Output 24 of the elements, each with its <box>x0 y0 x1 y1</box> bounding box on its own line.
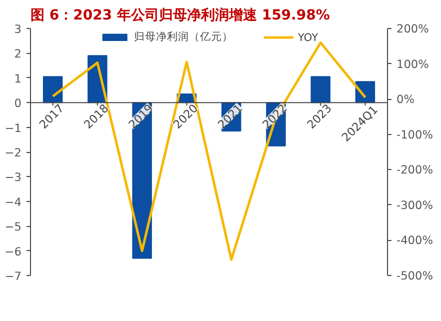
y2-tick-label: 0% <box>396 92 415 106</box>
y2-tick-label: -300% <box>396 198 434 212</box>
y-tick-label: 0 <box>14 96 22 110</box>
y-tick-label: −4 <box>4 194 22 209</box>
y2-tick-label: -200% <box>396 162 434 177</box>
y2-tick-label: -100% <box>396 127 434 142</box>
y-tick-label: 1 <box>14 71 22 86</box>
legend-label: 归母净利润（亿元） <box>134 30 233 44</box>
y-tick-label: −2 <box>4 146 22 160</box>
y2-tick-label: -500% <box>396 268 434 282</box>
y-tick-label: 2 <box>14 46 22 61</box>
y-tick-label: −1 <box>4 120 22 135</box>
y2-tick-label: 200% <box>396 22 430 36</box>
chart-title: 图 6：2023 年公司归母净利润增速 159.98% <box>30 6 330 24</box>
bar <box>310 76 330 104</box>
y-tick-label: −5 <box>4 220 22 234</box>
y-tick-label: −6 <box>4 244 22 258</box>
y-tick-label: 3 <box>14 22 22 36</box>
y-tick-label: −3 <box>4 170 22 184</box>
legend-label: YOY <box>298 30 318 44</box>
y2-tick-label: -400% <box>396 233 434 248</box>
y2-tick-label: 100% <box>396 56 430 71</box>
bar <box>42 76 63 104</box>
y-tick-label: −7 <box>4 269 22 283</box>
